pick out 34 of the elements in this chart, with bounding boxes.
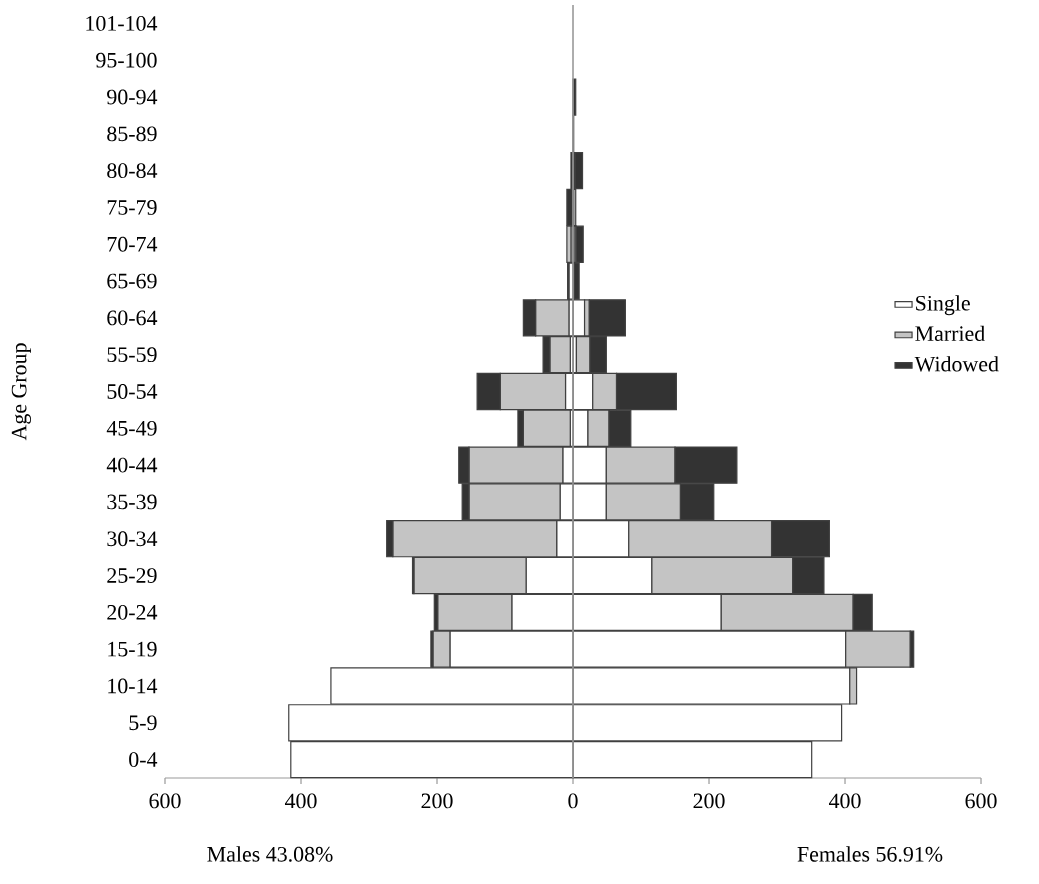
y-tick-label: 60-64 xyxy=(107,310,158,326)
x-tick-label: 400 xyxy=(284,793,317,809)
x-tick-label: 600 xyxy=(965,793,997,809)
y-tick-label: 20-24 xyxy=(107,604,158,620)
y-tick-label: 10-14 xyxy=(108,678,158,694)
y-tick-label: 55-59 xyxy=(107,347,157,363)
y-tick-label: 95-100 xyxy=(96,52,157,68)
y-tick-label: 50-54 xyxy=(107,384,158,399)
y-tick-label: 65-69 xyxy=(107,273,157,289)
y-tick-label: 85-89 xyxy=(107,126,157,142)
x-tick-label: 0 xyxy=(568,793,578,809)
y-tick-label: 101-104 xyxy=(86,16,158,31)
y-tick-label: 90-94 xyxy=(107,89,158,105)
x-tick-label: 600 xyxy=(149,793,181,809)
x-tick-label: 200 xyxy=(421,793,453,809)
y-tick-label: 25-29 xyxy=(107,568,157,583)
legend-label: Widowed xyxy=(914,356,999,372)
y-axis-title: Age Group xyxy=(11,343,32,441)
y-tick-label: 0-4 xyxy=(129,752,158,767)
y-tick-label: 5-9 xyxy=(129,715,157,731)
y-tick-label: 40-44 xyxy=(106,457,158,473)
x-tick-label: 200 xyxy=(693,793,725,809)
legend-label: Single xyxy=(916,295,970,316)
y-tick-label: 70-74 xyxy=(107,236,158,252)
y-tick-label: 15-19 xyxy=(108,641,157,657)
text: Males 43.08% xyxy=(207,846,333,862)
x-tick-label: 400 xyxy=(829,793,861,809)
y-tick-label: 30-34 xyxy=(107,531,158,547)
legend-label: Married xyxy=(915,325,985,342)
y-tick-label: 45-49 xyxy=(106,420,157,436)
y-tick-label: 35-39 xyxy=(107,494,157,510)
y-tick-label: 75-79 xyxy=(107,200,157,215)
y-tick-label: 80-84 xyxy=(107,163,158,179)
text: Females 56.91% xyxy=(797,846,943,862)
